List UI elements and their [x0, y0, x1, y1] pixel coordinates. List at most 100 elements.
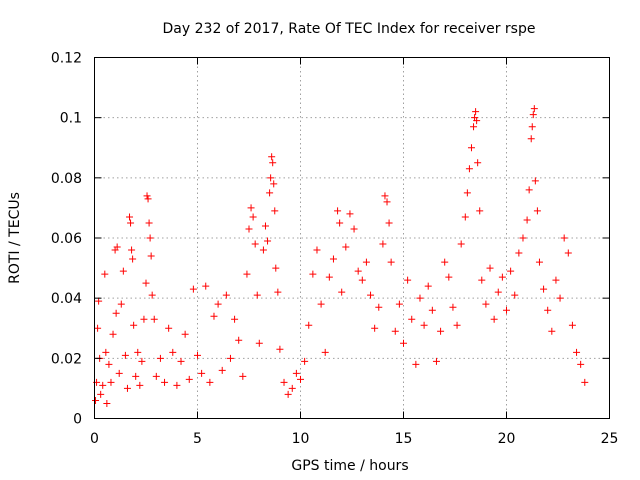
data-point — [334, 207, 342, 215]
data-point — [472, 108, 480, 116]
data-point — [94, 324, 102, 332]
data-point — [540, 285, 548, 293]
data-point — [416, 294, 424, 302]
data-point — [531, 177, 539, 185]
data-point — [482, 300, 490, 308]
x-tick-label: 15 — [395, 431, 413, 447]
data-point — [119, 267, 127, 275]
data-point — [581, 378, 589, 386]
data-point — [511, 291, 519, 299]
x-tick-label: 5 — [193, 431, 202, 447]
data-point — [437, 327, 445, 335]
x-tick-label: 25 — [601, 431, 619, 447]
data-point — [533, 207, 541, 215]
data-point — [132, 372, 140, 380]
data-point — [305, 321, 313, 329]
data-point — [476, 207, 484, 215]
data-point — [465, 165, 473, 173]
data-point — [362, 258, 370, 266]
data-point — [259, 246, 267, 254]
data-point — [358, 276, 366, 284]
data-point — [156, 354, 164, 362]
data-point — [523, 216, 531, 224]
y-tick-label: 0.08 — [51, 171, 82, 187]
data-point — [381, 192, 389, 200]
data-point — [267, 174, 275, 182]
data-point — [350, 225, 358, 233]
data-point — [515, 249, 523, 257]
data-point — [245, 225, 253, 233]
data-point — [115, 369, 123, 377]
x-axis-label: GPS time / hours — [291, 458, 408, 474]
gridlines — [94, 57, 610, 419]
data-point — [251, 240, 259, 248]
data-point — [127, 219, 135, 227]
data-point — [564, 249, 572, 257]
data-point — [486, 264, 494, 272]
data-point — [301, 357, 309, 365]
data-point — [342, 243, 350, 251]
data-point — [336, 219, 344, 227]
data-point — [235, 336, 243, 344]
data-point — [169, 348, 177, 356]
data-point — [478, 276, 486, 284]
data-point — [268, 153, 276, 161]
y-tick-labels: 0 0.02 0.04 0.06 0.08 0.1 0.12 — [51, 51, 82, 428]
data-point — [121, 351, 129, 359]
data-point — [498, 273, 506, 281]
data-point — [226, 354, 234, 362]
data-point — [470, 123, 478, 131]
data-point — [185, 375, 193, 383]
data-point — [134, 348, 142, 356]
data-point — [202, 282, 210, 290]
data-point — [107, 378, 115, 386]
data-point — [269, 159, 277, 167]
data-point — [145, 219, 153, 227]
data-point — [367, 291, 375, 299]
data-point — [385, 219, 393, 227]
data-point — [271, 207, 279, 215]
data-point — [138, 357, 146, 365]
data-point — [231, 315, 239, 323]
data-point — [463, 189, 471, 197]
data-point — [147, 252, 155, 260]
y-axis-label: ROTI / TECUs — [7, 192, 23, 284]
data-point — [102, 348, 110, 356]
data-point — [288, 384, 296, 392]
y-tick-label: 0.02 — [51, 351, 82, 367]
data-point — [109, 330, 117, 338]
data-point — [181, 330, 189, 338]
data-point — [206, 378, 214, 386]
data-point — [379, 240, 387, 248]
data-point — [525, 186, 533, 194]
data-point — [408, 315, 416, 323]
data-point — [148, 291, 156, 299]
chart-title: Day 232 of 2017, Rate Of TEC Index for r… — [163, 21, 536, 37]
y-tick-label: 0.06 — [51, 231, 82, 247]
data-point — [249, 213, 257, 221]
data-point — [529, 111, 537, 119]
data-point — [123, 384, 131, 392]
data-point — [280, 378, 288, 386]
data-point — [128, 246, 136, 254]
data-point — [274, 288, 282, 296]
data-point — [383, 198, 391, 206]
data-point — [420, 321, 428, 329]
data-point — [152, 372, 160, 380]
data-point — [573, 348, 581, 356]
data-point — [129, 255, 137, 263]
data-point — [136, 381, 144, 389]
data-point — [387, 258, 395, 266]
data-point — [317, 300, 325, 308]
data-point — [544, 306, 552, 314]
data-point — [239, 372, 247, 380]
data-point — [503, 306, 510, 314]
data-point — [218, 366, 226, 374]
data-point — [284, 390, 292, 398]
data-point — [329, 255, 337, 263]
data-point — [309, 270, 317, 278]
y-tick-label: 0.1 — [60, 111, 82, 127]
data-point — [338, 288, 346, 296]
data-point — [507, 267, 515, 275]
